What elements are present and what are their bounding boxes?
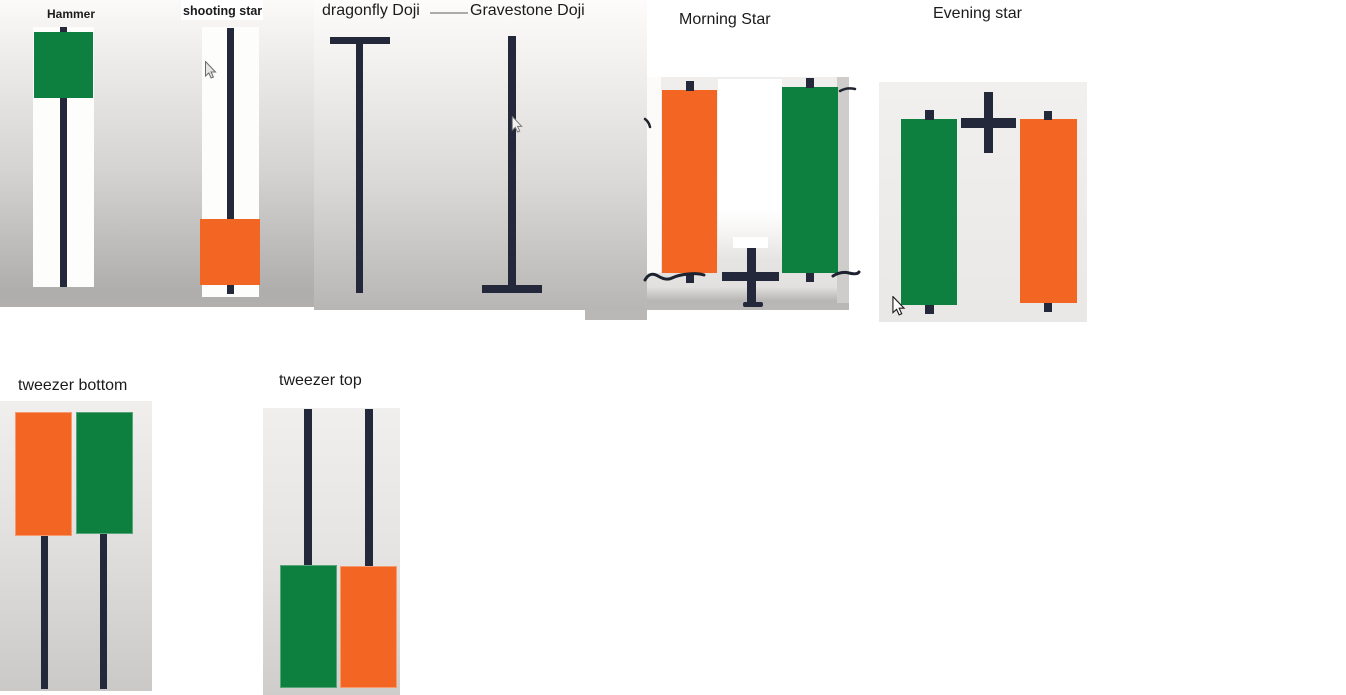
morning-star-doji-highlight (733, 237, 768, 248)
dragonfly-doji-lower-shadow (356, 37, 363, 293)
evening-star-bullish-lower-wick (925, 305, 934, 314)
tweezer-bottom-green-lower-wick (100, 534, 107, 689)
pattern-label-hammer: Hammer (47, 7, 96, 21)
title-divider-line (430, 12, 468, 14)
tweezer-bottom-orange-body (15, 412, 72, 536)
gravestone-doji-open-close-bar (482, 285, 542, 293)
gravestone-doji-upper-shadow (508, 36, 516, 293)
tweezer-top-green-body (280, 565, 337, 688)
evening-star-bearish-upper-wick (1044, 111, 1052, 120)
morning-star-doji-horizontal (722, 272, 779, 281)
evening-star-bullish-body (901, 119, 957, 305)
morning-star-bearish-upper-wick (686, 81, 694, 91)
shooting-star-orange-body (200, 219, 260, 285)
pattern-label-tweezer-bottom: tweezer bottom (18, 377, 128, 394)
panel-doji-edge (585, 310, 647, 320)
tweezer-top-orange-body (340, 566, 397, 688)
tweezer-bottom-green-body (76, 412, 133, 534)
morning-star-bullish-lower-wick (806, 273, 814, 282)
pattern-label-shooting-star: shooting star (183, 4, 263, 18)
morning-star-bearish-body (662, 90, 717, 273)
tweezer-top-orange-upper-wick (365, 409, 373, 567)
evening-star-bearish-lower-wick (1044, 303, 1052, 312)
pattern-label-dragonfly-doji: dragonfly Doji (322, 2, 420, 19)
evening-star-bullish-upper-wick (925, 110, 934, 120)
pattern-label-evening-star: Evening star (933, 5, 1022, 22)
morning-star-panel-right-edge (837, 77, 849, 303)
hammer-lower-wick (60, 27, 67, 287)
morning-star-doji-foot (743, 302, 763, 307)
pattern-label-gravestone-doji: Gravestone Doji (470, 2, 585, 19)
pattern-label-morning-star: Morning Star (679, 11, 771, 28)
hammer-green-body (34, 32, 93, 98)
tweezer-top-green-upper-wick (304, 409, 312, 566)
label-background-patch (181, 0, 263, 20)
tweezer-bottom-orange-lower-wick (41, 536, 48, 689)
shooting-star-upper-wick (227, 28, 234, 294)
morning-star-panel-left-highlight (647, 77, 661, 273)
morning-star-bearish-lower-wick (686, 273, 694, 283)
evening-star-bearish-body (1020, 119, 1077, 303)
pattern-label-tweezer-top: tweezer top (279, 372, 362, 389)
morning-star-bullish-upper-wick (806, 78, 814, 88)
morning-star-bullish-body (782, 87, 838, 273)
panel-doji-patterns (314, 0, 647, 310)
evening-star-doji-horizontal (961, 118, 1016, 128)
morning-star-panel-center-highlight (718, 79, 782, 259)
